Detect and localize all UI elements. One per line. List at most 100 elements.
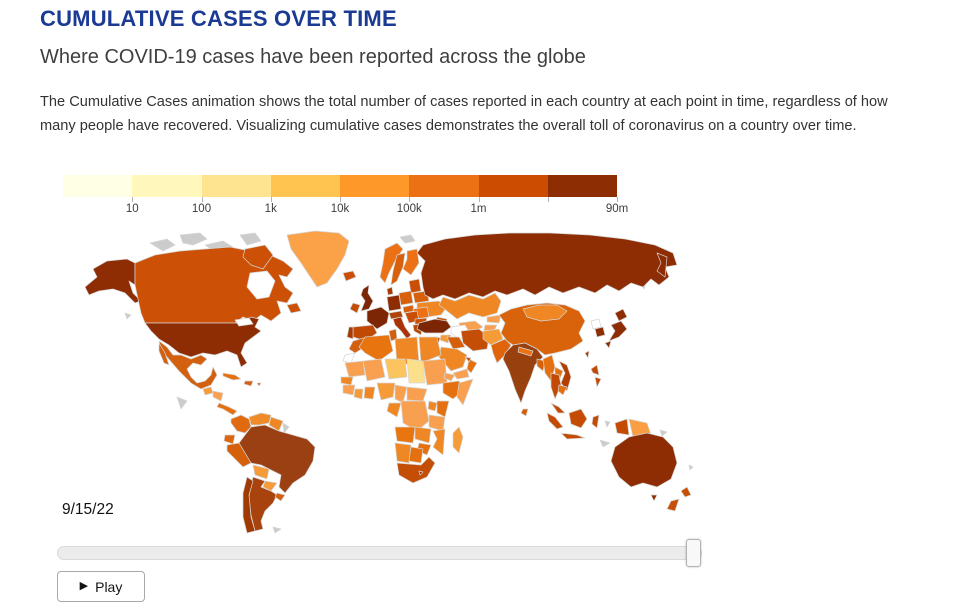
country-portugal[interactable]: [346, 326, 354, 340]
country-indonesia-papua[interactable]: [614, 418, 630, 436]
country-new-zealand-north[interactable]: [680, 486, 692, 498]
country-chile[interactable]: [242, 476, 256, 534]
country-mexico-baja[interactable]: [158, 342, 170, 366]
country-north-korea[interactable]: [590, 318, 602, 330]
country-western-sahara[interactable]: [342, 352, 356, 364]
country-malaysia[interactable]: [550, 402, 566, 414]
country-denmark[interactable]: [386, 286, 394, 296]
country-kazakhstan[interactable]: [438, 292, 502, 320]
country-ghana[interactable]: [363, 386, 376, 400]
country-cuba[interactable]: [222, 372, 242, 381]
time-slider[interactable]: [57, 538, 702, 568]
country-greenland[interactable]: [286, 230, 350, 288]
country-philippines[interactable]: [590, 364, 600, 376]
country-sudan[interactable]: [422, 358, 448, 386]
country-egypt[interactable]: [418, 336, 442, 364]
country-mali[interactable]: [362, 358, 386, 382]
country-nepal[interactable]: [517, 346, 534, 357]
country-canada-baffin[interactable]: [242, 244, 274, 270]
country-australia-tasmania[interactable]: [650, 494, 658, 502]
country-ireland[interactable]: [349, 302, 361, 314]
country-japan-hokkaido[interactable]: [614, 308, 628, 322]
country-guatemala[interactable]: [202, 386, 214, 396]
country-mongolia[interactable]: [522, 304, 568, 322]
country-bolivia[interactable]: [252, 464, 270, 480]
country-sri-lanka[interactable]: [520, 408, 529, 417]
country-senegal[interactable]: [340, 376, 354, 386]
country-south-korea[interactable]: [594, 326, 606, 338]
country-iceland[interactable]: [342, 270, 357, 282]
country-iran[interactable]: [460, 328, 490, 352]
country-baltics[interactable]: [408, 278, 422, 294]
country-mexico[interactable]: [158, 340, 218, 390]
country-south-africa[interactable]: [396, 456, 436, 484]
country-philippines-south[interactable]: [594, 376, 602, 388]
country-alaska[interactable]: [84, 258, 142, 304]
country-turkey[interactable]: [416, 318, 452, 334]
country-cambodia[interactable]: [557, 384, 568, 396]
country-canada-newfoundland[interactable]: [286, 302, 302, 314]
country-austria-switzerland[interactable]: [388, 310, 404, 320]
country-congo[interactable]: [386, 402, 402, 418]
country-yemen[interactable]: [452, 368, 470, 380]
country-india[interactable]: [502, 342, 544, 404]
country-italy[interactable]: [392, 316, 412, 340]
world-choropleth-map[interactable]: [55, 225, 695, 535]
country-cameroon[interactable]: [394, 384, 408, 404]
country-angola[interactable]: [394, 426, 416, 444]
country-oman[interactable]: [466, 358, 478, 374]
country-indonesia-borneo[interactable]: [568, 408, 588, 429]
country-bangladesh[interactable]: [536, 358, 546, 372]
country-australia[interactable]: [610, 432, 678, 488]
country-zambia[interactable]: [414, 426, 432, 444]
play-button[interactable]: ▶ Play: [57, 571, 145, 602]
country-hispaniola[interactable]: [243, 380, 254, 387]
country-france[interactable]: [366, 306, 390, 330]
country-mozambique[interactable]: [432, 428, 446, 456]
country-germany[interactable]: [386, 294, 402, 312]
country-japan-honshu[interactable]: [608, 320, 628, 342]
country-drc[interactable]: [400, 400, 430, 432]
country-indonesia-java[interactable]: [560, 432, 586, 440]
country-namibia[interactable]: [394, 442, 412, 464]
country-new-zealand-south[interactable]: [666, 498, 680, 512]
country-taiwan[interactable]: [584, 350, 590, 359]
country-norway[interactable]: [379, 242, 404, 284]
country-indonesia-sulawesi[interactable]: [591, 414, 600, 429]
country-peru[interactable]: [226, 442, 252, 468]
country-tanzania[interactable]: [428, 414, 446, 432]
country-ecuador[interactable]: [223, 434, 236, 445]
country-kenya[interactable]: [436, 400, 450, 418]
country-sweden[interactable]: [390, 252, 406, 286]
country-guinea[interactable]: [342, 384, 356, 396]
country-niger[interactable]: [384, 358, 408, 380]
country-botswana[interactable]: [408, 446, 424, 464]
country-indonesia-sumatra[interactable]: [546, 412, 564, 430]
country-costa-rica-panama[interactable]: [216, 402, 238, 416]
country-honduras[interactable]: [212, 390, 224, 402]
country-russia[interactable]: [416, 232, 678, 300]
country-chad[interactable]: [406, 358, 426, 384]
country-kyrgyzstan[interactable]: [486, 314, 502, 324]
country-mauritania[interactable]: [344, 360, 366, 378]
country-central-african-republic[interactable]: [406, 386, 428, 402]
country-finland[interactable]: [402, 248, 420, 276]
country-japan-kyushu[interactable]: [604, 340, 612, 349]
country-russia-kamchatka[interactable]: [656, 252, 668, 278]
country-poland[interactable]: [398, 290, 414, 306]
country-nigeria[interactable]: [376, 382, 396, 401]
country-colombia[interactable]: [230, 414, 252, 434]
country-madagascar[interactable]: [452, 426, 464, 454]
country-lesotho[interactable]: [418, 470, 424, 476]
country-algeria[interactable]: [358, 334, 394, 362]
country-uruguay[interactable]: [274, 492, 286, 502]
country-vietnam[interactable]: [558, 360, 572, 392]
country-afghanistan[interactable]: [482, 328, 504, 346]
country-uae[interactable]: [464, 356, 472, 363]
country-somalia[interactable]: [456, 378, 474, 406]
country-ivory-coast[interactable]: [353, 388, 364, 400]
country-thailand[interactable]: [550, 372, 562, 400]
country-venezuela[interactable]: [248, 412, 272, 426]
country-puerto-rico[interactable]: [256, 382, 262, 387]
country-usa[interactable]: [144, 316, 262, 368]
